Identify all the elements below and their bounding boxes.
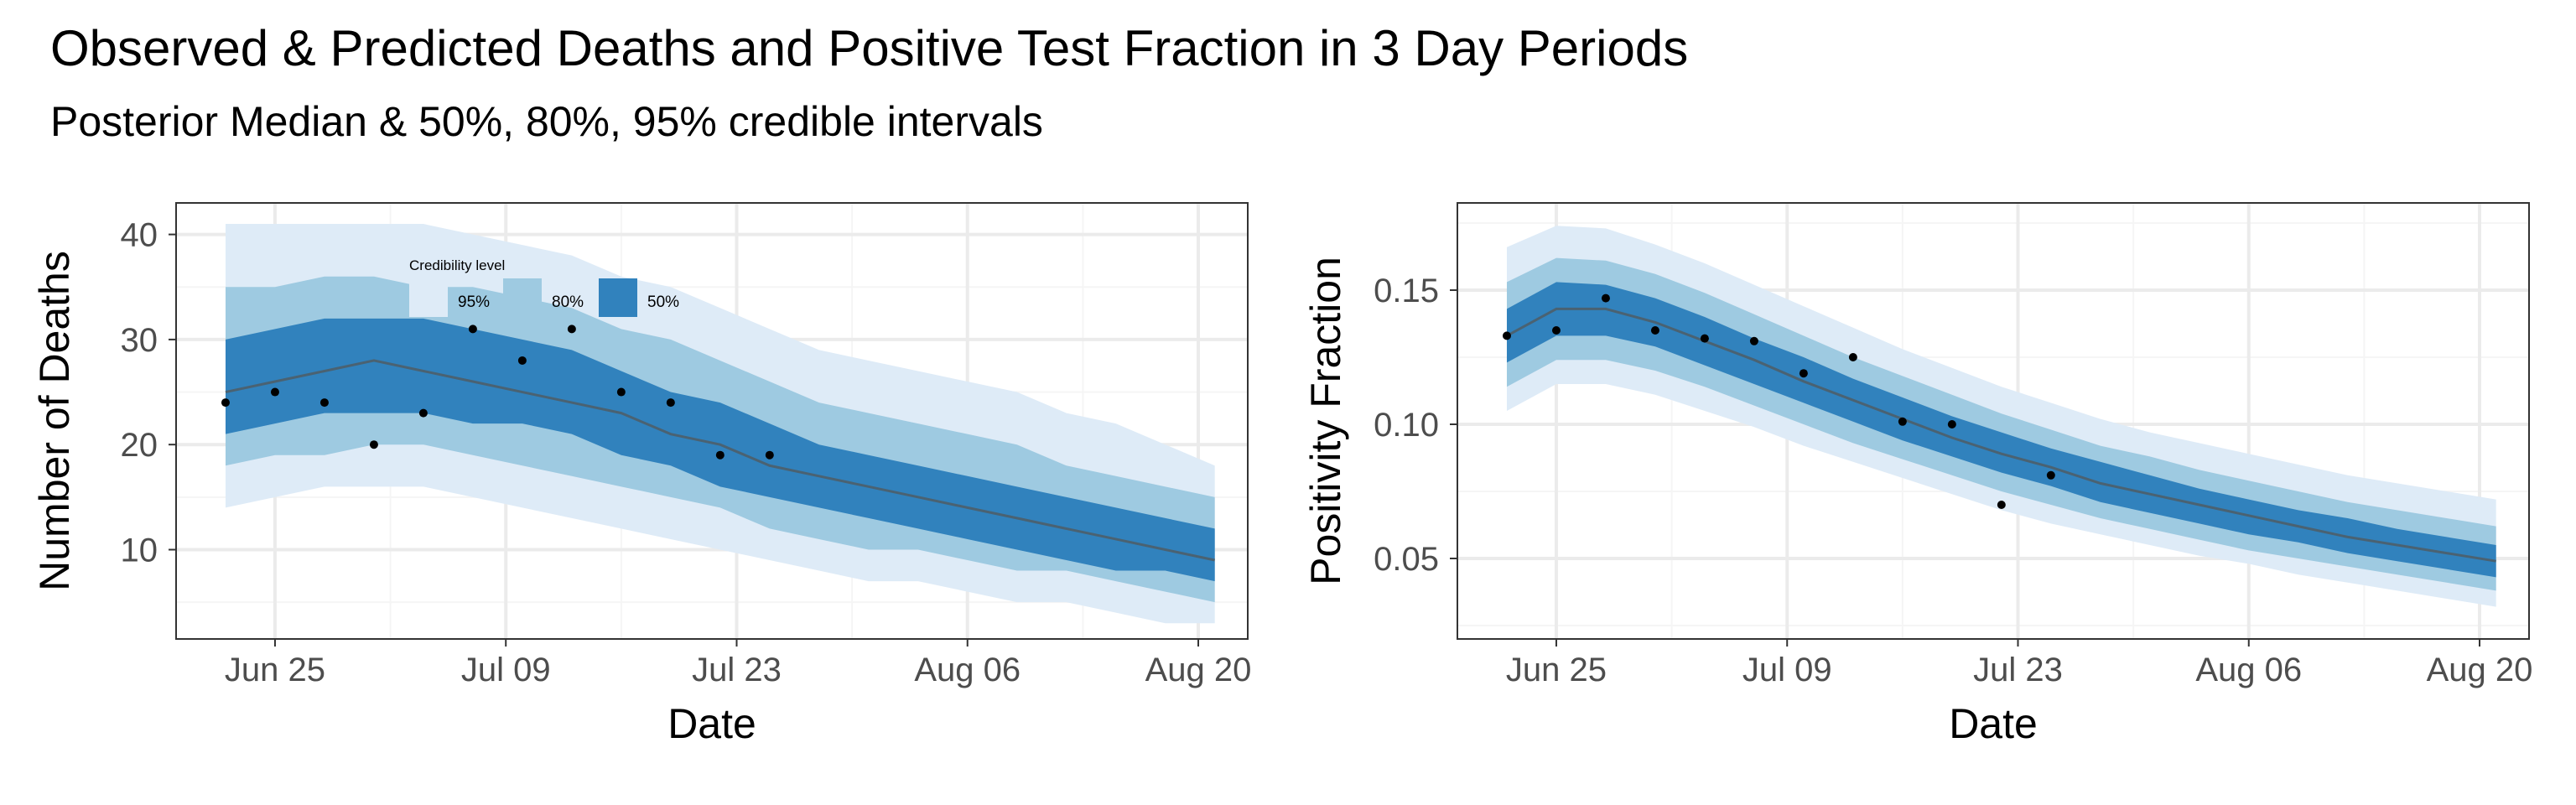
observed-point (1700, 334, 1709, 343)
observed-point (221, 398, 230, 408)
chart-subtitle: Posterior Median & 50%, 80%, 95% credibl… (50, 98, 1043, 145)
x-tick-label: Aug 06 (2195, 652, 2302, 688)
median-line (225, 359, 1215, 562)
x-axis-title: Date (667, 700, 756, 747)
y-tick-label: 30 (121, 322, 158, 359)
x-tick-label: Aug 06 (914, 652, 1021, 688)
chart-title: Observed & Predicted Deaths and Positive… (50, 20, 1688, 76)
positivity-panel: 0.05 0.10 0.15 Jun 25 Jul 09 Jul 23 Aug 06 Aug … (1302, 202, 2533, 747)
observed-point (319, 398, 329, 408)
legend-swatch (503, 278, 542, 317)
legend-swatch (599, 278, 637, 317)
observed-point (1848, 353, 1857, 361)
legend-label: 50% (647, 293, 679, 311)
legend: Credibility level 95% 80% 50% (409, 257, 679, 317)
observed-point (270, 387, 279, 397)
y-tick-label: 10 (121, 532, 158, 569)
observed-point (1799, 369, 1808, 378)
x-tick-label: Aug 20 (1145, 652, 1252, 688)
observed-point (468, 325, 477, 334)
y-tick-label: 40 (121, 217, 158, 254)
y-axis-title: Number of Deaths (31, 251, 78, 591)
panel-border (175, 202, 1249, 640)
observed-point (715, 450, 724, 460)
x-tick-label: Jul 23 (692, 652, 782, 688)
observed-point (1749, 336, 1758, 345)
y-tick-label: 0.05 (1374, 541, 1439, 578)
observed-point (666, 398, 675, 408)
observed-point (517, 356, 527, 365)
ribbon-50 (1506, 282, 2496, 578)
observed-point (369, 440, 378, 449)
observed-point (2046, 470, 2055, 480)
observed-point (616, 387, 626, 397)
observed-point (418, 408, 428, 418)
x-tick-label: Aug 20 (2427, 652, 2533, 688)
panel-border (1457, 202, 2530, 640)
x-tick-label: Jul 09 (461, 652, 551, 688)
legend-label: 80% (552, 293, 584, 311)
legend-swatch (409, 278, 448, 317)
observed-point (1947, 420, 1956, 428)
observed-point (1997, 501, 2006, 509)
x-tick-label: Jun 25 (225, 652, 325, 688)
x-tick-label: Jun 25 (1506, 652, 1607, 688)
x-axis-title: Date (1949, 700, 2038, 747)
y-tick-label: 0.15 (1374, 273, 1439, 309)
x-tick-label: Jul 23 (1973, 652, 2063, 688)
y-tick-label: 20 (121, 427, 158, 464)
ribbon-50 (225, 318, 1215, 582)
observed-point (1601, 293, 1610, 303)
observed-point (1898, 417, 1907, 426)
x-tick-label: Jul 09 (1742, 652, 1832, 688)
y-axis-title: Positivity Fraction (1302, 257, 1349, 585)
observed-point (765, 450, 774, 460)
observed-point (1551, 326, 1561, 335)
deaths-panel: 10 20 30 40 Jun 25 Jul 09 Jul 23 Aug 06 Aug 20 Da… (31, 202, 1252, 747)
legend-title: Credibility level (409, 257, 505, 273)
observed-point (567, 325, 576, 334)
median-line (1506, 307, 2496, 563)
legend-label: 95% (458, 293, 490, 311)
observed-point (1650, 326, 1659, 335)
y-tick-label: 0.10 (1374, 407, 1439, 444)
observed-point (1502, 331, 1511, 340)
